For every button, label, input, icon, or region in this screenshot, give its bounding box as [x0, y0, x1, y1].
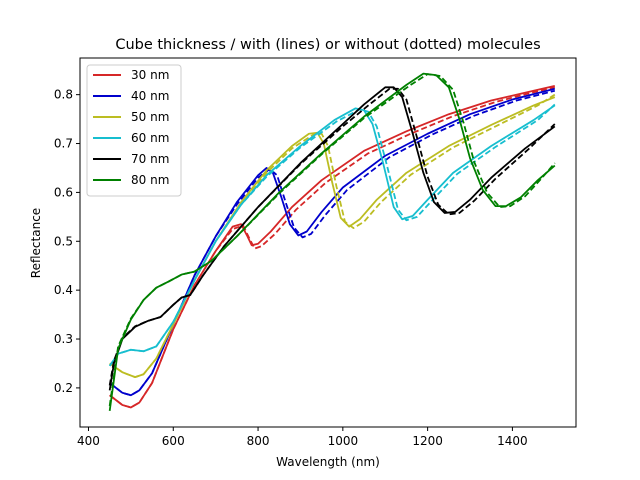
x-tick-label: 800 [247, 434, 270, 448]
legend-label: 30 nm [131, 68, 169, 82]
plot-frame [79, 57, 577, 428]
y-tick-label: 0.2 [54, 381, 73, 395]
y-axis: 0.2 0.3 0.4 0.5 0.6 0.7 0.8 [54, 88, 80, 395]
legend-label: 40 nm [131, 89, 169, 103]
y-tick-label: 0.6 [54, 185, 73, 199]
chart-title: Cube thickness / with (lines) or without… [115, 37, 540, 53]
series-line-solid-0 [109, 84, 556, 409]
y-tick-label: 0.7 [54, 137, 73, 151]
x-tick-label: 600 [162, 434, 185, 448]
legend-label: 50 nm [131, 110, 169, 124]
y-axis-title: Reflectance [29, 208, 43, 278]
y-tick-label: 0.8 [54, 88, 73, 102]
legend: 30 nm 40 nm 50 nm 60 nm 70 nm 80 nm [86, 64, 182, 197]
x-tick-label: 1200 [412, 434, 443, 448]
series-line-solid-4 [108, 86, 556, 391]
x-tick-label: 1000 [328, 434, 359, 448]
x-tick-label: 400 [77, 434, 100, 448]
x-axis-title: Wavelength (nm) [276, 455, 380, 469]
series-line-solid-5 [108, 72, 556, 411]
y-tick-label: 0.5 [54, 234, 73, 248]
legend-label: 60 nm [131, 131, 169, 145]
series-line-dashed-3 [108, 103, 556, 367]
legend-box [86, 64, 182, 197]
y-tick-label: 0.3 [54, 332, 73, 346]
x-axis: 400 600 800 1000 1200 1400 [77, 427, 528, 448]
legend-label: 70 nm [131, 152, 169, 166]
series-line-solid-2 [109, 96, 556, 379]
series-group [108, 72, 556, 411]
series-line-solid-1 [109, 87, 556, 397]
legend-label: 80 nm [131, 173, 169, 187]
x-tick-label: 1400 [497, 434, 528, 448]
y-tick-label: 0.4 [54, 283, 73, 297]
